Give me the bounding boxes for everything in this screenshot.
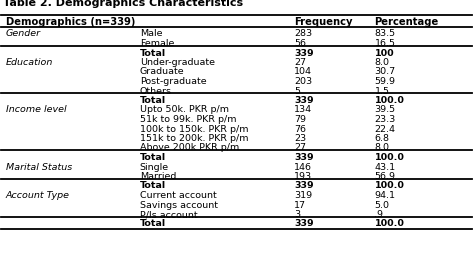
Text: P/Is account: P/Is account: [140, 210, 198, 219]
Text: 339: 339: [294, 153, 313, 162]
Text: 23: 23: [294, 134, 306, 143]
Text: Under-graduate: Under-graduate: [140, 58, 215, 67]
Text: 100: 100: [374, 49, 394, 57]
Text: 146: 146: [294, 163, 312, 171]
Text: 83.5: 83.5: [374, 29, 396, 39]
Text: 5.0: 5.0: [374, 200, 390, 210]
Text: 203: 203: [294, 77, 312, 86]
Text: 56.9: 56.9: [374, 172, 395, 181]
Text: Married: Married: [140, 172, 176, 181]
Text: 76: 76: [294, 124, 306, 134]
Text: Graduate: Graduate: [140, 68, 184, 76]
Text: Income level: Income level: [6, 105, 66, 115]
Text: 100.0: 100.0: [374, 182, 404, 190]
Text: Above 200k PKR p/m: Above 200k PKR p/m: [140, 144, 239, 152]
Text: Others: Others: [140, 87, 172, 96]
Text: Savings account: Savings account: [140, 200, 218, 210]
Text: 339: 339: [294, 219, 313, 229]
Text: Total: Total: [140, 96, 166, 105]
Text: 51k to 99k. PKR p/m: 51k to 99k. PKR p/m: [140, 115, 237, 124]
Text: 339: 339: [294, 182, 313, 190]
Text: 94.1: 94.1: [374, 191, 395, 200]
Text: Total: Total: [140, 153, 166, 162]
Text: 56: 56: [294, 39, 306, 48]
Text: Female: Female: [140, 39, 174, 48]
Text: Upto 50k. PKR p/m: Upto 50k. PKR p/m: [140, 105, 229, 115]
Text: Current account: Current account: [140, 191, 217, 200]
Text: 27: 27: [294, 144, 306, 152]
Text: Total: Total: [140, 219, 166, 229]
Text: 134: 134: [294, 105, 312, 115]
Text: 30.7: 30.7: [374, 68, 396, 76]
Text: 100k to 150k. PKR p/m: 100k to 150k. PKR p/m: [140, 124, 248, 134]
Text: 5: 5: [294, 87, 300, 96]
Text: 100.0: 100.0: [374, 219, 404, 229]
Text: 100.0: 100.0: [374, 96, 404, 105]
Text: 16.5: 16.5: [374, 39, 395, 48]
Text: 151k to 200k. PKR p/m: 151k to 200k. PKR p/m: [140, 134, 248, 143]
Text: Account Type: Account Type: [6, 191, 70, 200]
Text: Demographics (n=339): Demographics (n=339): [6, 17, 135, 27]
Text: Single: Single: [140, 163, 169, 171]
Text: 79: 79: [294, 115, 306, 124]
Text: 319: 319: [294, 191, 312, 200]
Text: 27: 27: [294, 58, 306, 67]
Text: 283: 283: [294, 29, 312, 39]
Text: 22.4: 22.4: [374, 124, 395, 134]
Text: 104: 104: [294, 68, 312, 76]
Text: 339: 339: [294, 49, 313, 57]
Text: .9: .9: [374, 210, 383, 219]
Text: 100.0: 100.0: [374, 153, 404, 162]
Text: 193: 193: [294, 172, 312, 181]
Text: Percentage: Percentage: [374, 17, 439, 27]
Text: Gender: Gender: [6, 29, 41, 39]
Text: 59.9: 59.9: [374, 77, 395, 86]
Text: 339: 339: [294, 96, 313, 105]
Text: 17: 17: [294, 200, 306, 210]
Text: 8.0: 8.0: [374, 144, 390, 152]
Text: Total: Total: [140, 49, 166, 57]
Text: Male: Male: [140, 29, 162, 39]
Text: Marital Status: Marital Status: [6, 163, 72, 171]
Text: 43.1: 43.1: [374, 163, 396, 171]
Text: Frequency: Frequency: [294, 17, 352, 27]
Text: Education: Education: [6, 58, 53, 67]
Text: 1.5: 1.5: [374, 87, 390, 96]
Text: 8.0: 8.0: [374, 58, 390, 67]
Text: 3: 3: [294, 210, 300, 219]
Text: 39.5: 39.5: [374, 105, 396, 115]
Text: 6.8: 6.8: [374, 134, 390, 143]
Text: Post-graduate: Post-graduate: [140, 77, 207, 86]
Text: Table 2. Demographics Characteristics: Table 2. Demographics Characteristics: [3, 0, 243, 8]
Text: Total: Total: [140, 182, 166, 190]
Text: 23.3: 23.3: [374, 115, 396, 124]
